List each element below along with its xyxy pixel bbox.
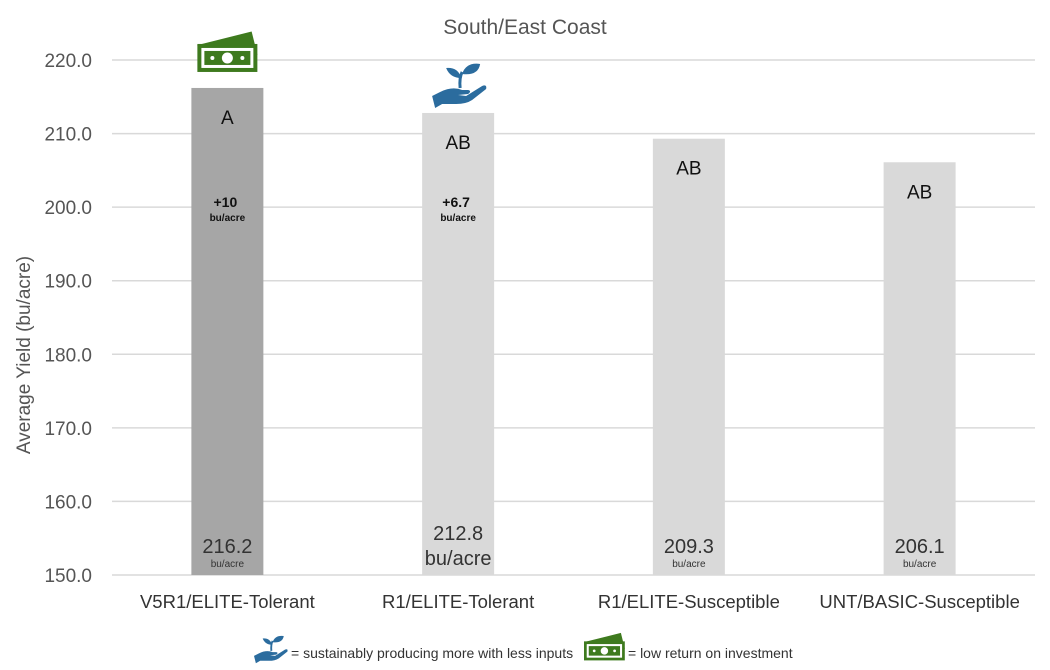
x-axis-ticks: V5R1/ELITE-Tolerant R1/ELITE-Tolerant R1/E…	[140, 591, 1020, 612]
y-tick-label: 190.0	[44, 272, 92, 293]
significance-letter: AB	[676, 159, 701, 180]
difference-unit: bu/acre	[210, 213, 246, 224]
y-tick-label: 160.0	[44, 492, 92, 513]
y-tick-label: 220.0	[44, 51, 92, 72]
value-label: 212.8	[433, 523, 483, 545]
bar	[653, 139, 725, 575]
difference-value: +10	[214, 194, 238, 210]
y-axis-ticks: 150.0 160.0 170.0 180.0 190.0 200.0 210.0 220.0	[44, 51, 92, 587]
y-axis-label: Average Yield (bu/acre)	[14, 256, 35, 454]
significance-letter: AB	[445, 133, 470, 154]
difference-value: +6.7	[442, 194, 470, 210]
significance-letter: AB	[907, 182, 932, 203]
value-label: 206.1	[895, 536, 945, 558]
y-tick-label: 200.0	[44, 198, 92, 219]
category-label: R1/ELITE-Tolerant	[382, 591, 534, 612]
bar	[884, 162, 956, 575]
y-tick-label: 170.0	[44, 419, 92, 440]
legend-text-money: = low return on investment	[628, 645, 793, 661]
y-tick-label: 180.0	[44, 345, 92, 366]
value-unit-label: bu/acre	[903, 559, 937, 570]
bar	[191, 88, 263, 575]
bar	[422, 113, 494, 575]
legend-item-seedling: = sustainably producing more with less i…	[254, 636, 573, 663]
money-icon	[197, 32, 257, 72]
difference-unit: bu/acre	[440, 213, 476, 224]
legend-item-money: = low return on investment	[584, 633, 793, 661]
value-unit-label: bu/acre	[672, 559, 706, 570]
bar-labels: A+10bu/acre216.2bu/acreAB+6.7bu/acre212.…	[197, 32, 944, 570]
y-tick-label: 150.0	[44, 566, 92, 587]
significance-letter: A	[221, 108, 234, 129]
seedling-hand-icon	[254, 636, 288, 663]
money-icon	[584, 633, 625, 660]
value-unit-label: bu/acre	[425, 548, 492, 570]
seedling-hand-icon	[432, 64, 486, 108]
y-tick-label: 210.0	[44, 125, 92, 146]
category-label: R1/ELITE-Susceptible	[598, 591, 780, 612]
category-label: UNT/BASIC-Susceptible	[819, 591, 1019, 612]
value-unit-label: bu/acre	[211, 559, 245, 570]
category-label: V5R1/ELITE-Tolerant	[140, 591, 315, 612]
chart-title: South/East Coast	[443, 16, 607, 39]
legend: = sustainably producing more with less i…	[254, 633, 793, 663]
value-label: 209.3	[664, 536, 714, 558]
value-label: 216.2	[202, 536, 252, 558]
legend-text-seedling: = sustainably producing more with less i…	[291, 645, 573, 661]
